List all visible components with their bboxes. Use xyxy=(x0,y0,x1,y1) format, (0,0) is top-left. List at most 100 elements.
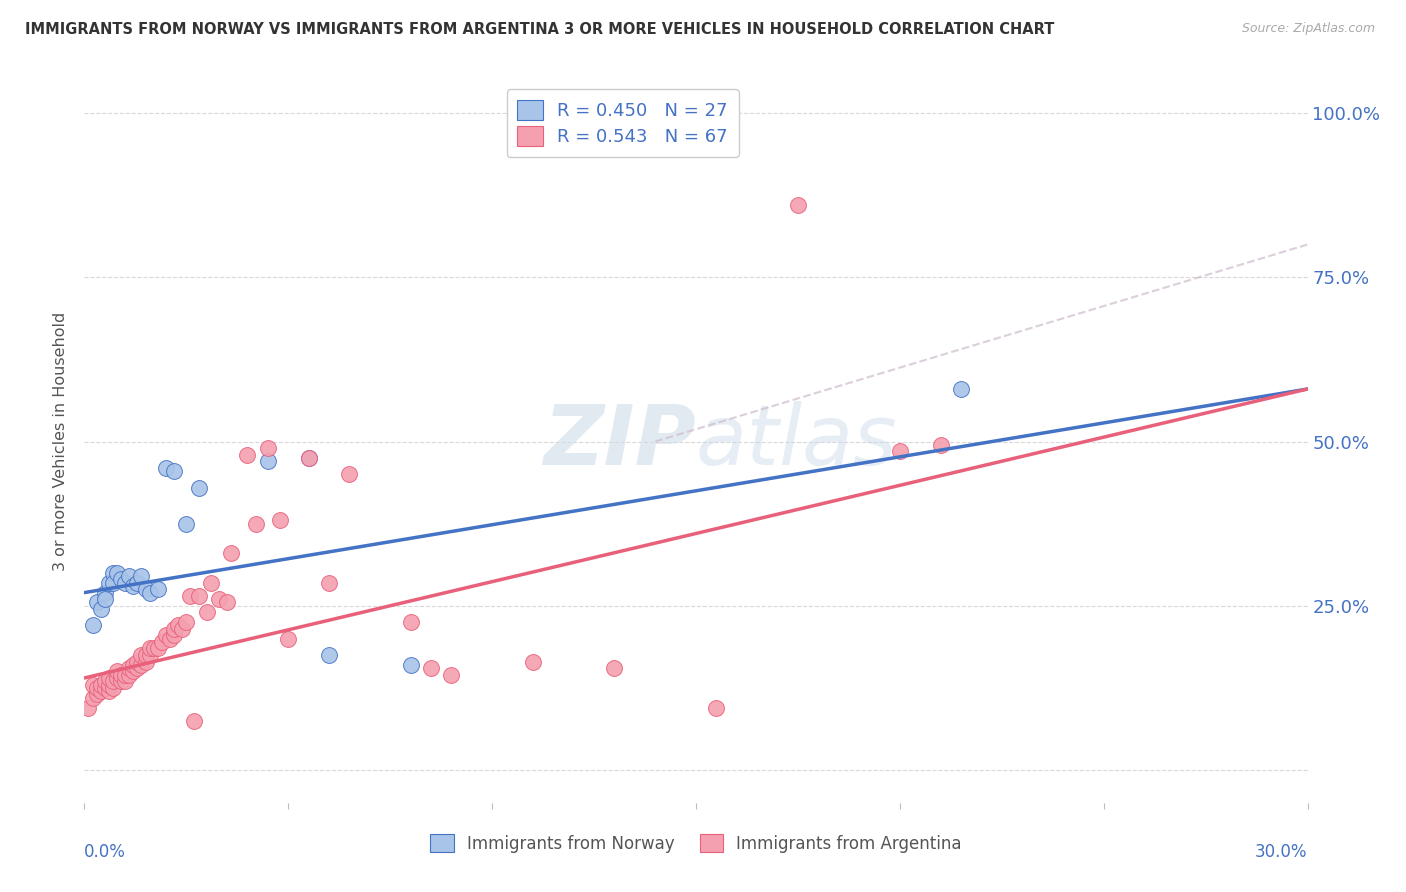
Point xyxy=(155,628,177,642)
Point xyxy=(101,575,124,590)
Point xyxy=(138,585,160,599)
Point xyxy=(522,655,544,669)
Point xyxy=(187,589,209,603)
Point xyxy=(787,198,810,212)
Point xyxy=(183,714,205,728)
Point xyxy=(142,641,165,656)
Point xyxy=(93,592,115,607)
Point xyxy=(163,464,186,478)
Point xyxy=(420,661,443,675)
Point xyxy=(236,448,259,462)
Point xyxy=(440,667,463,681)
Point xyxy=(269,513,291,527)
Point xyxy=(195,605,218,619)
Point xyxy=(167,618,190,632)
Point xyxy=(101,566,124,580)
Point xyxy=(150,635,173,649)
Point xyxy=(174,516,197,531)
Point xyxy=(110,674,132,689)
Point xyxy=(298,450,321,465)
Point xyxy=(257,454,280,468)
Point xyxy=(97,677,120,691)
Point xyxy=(122,657,145,672)
Point xyxy=(82,618,104,632)
Point xyxy=(318,648,340,662)
Point xyxy=(298,450,321,465)
Point xyxy=(889,444,911,458)
Point xyxy=(163,622,186,636)
Point xyxy=(105,671,128,685)
Legend: Immigrants from Norway, Immigrants from Argentina: Immigrants from Norway, Immigrants from … xyxy=(423,828,969,860)
Point xyxy=(929,438,952,452)
Point xyxy=(138,648,160,662)
Text: 0.0%: 0.0% xyxy=(84,843,127,861)
Point xyxy=(93,674,115,689)
Point xyxy=(603,661,626,675)
Point xyxy=(114,667,136,681)
Point xyxy=(127,655,149,669)
Text: ZIP: ZIP xyxy=(543,401,696,482)
Point xyxy=(187,481,209,495)
Point xyxy=(135,655,157,669)
Point xyxy=(131,657,153,672)
Point xyxy=(163,628,186,642)
Point xyxy=(131,648,153,662)
Y-axis label: 3 or more Vehicles in Household: 3 or more Vehicles in Household xyxy=(53,312,69,571)
Point xyxy=(318,575,340,590)
Point xyxy=(90,677,112,691)
Point xyxy=(146,641,169,656)
Point xyxy=(208,592,231,607)
Point xyxy=(101,681,124,695)
Text: atlas: atlas xyxy=(696,401,897,482)
Point xyxy=(174,615,197,630)
Point xyxy=(159,632,181,646)
Point xyxy=(131,569,153,583)
Text: IMMIGRANTS FROM NORWAY VS IMMIGRANTS FROM ARGENTINA 3 OR MORE VEHICLES IN HOUSEH: IMMIGRANTS FROM NORWAY VS IMMIGRANTS FRO… xyxy=(25,22,1054,37)
Point xyxy=(101,674,124,689)
Point xyxy=(118,569,141,583)
Point xyxy=(118,661,141,675)
Point xyxy=(200,575,222,590)
Point xyxy=(86,687,108,701)
Point xyxy=(706,700,728,714)
Point xyxy=(245,516,267,531)
Point xyxy=(105,665,128,679)
Point xyxy=(110,573,132,587)
Point xyxy=(138,641,160,656)
Point xyxy=(122,579,145,593)
Point xyxy=(90,684,112,698)
Point xyxy=(86,681,108,695)
Text: 30.0%: 30.0% xyxy=(1256,843,1308,861)
Point xyxy=(97,684,120,698)
Point xyxy=(127,661,149,675)
Point xyxy=(77,700,100,714)
Point xyxy=(950,382,973,396)
Point xyxy=(105,566,128,580)
Point xyxy=(110,667,132,681)
Point xyxy=(86,595,108,609)
Point xyxy=(97,671,120,685)
Point xyxy=(399,615,422,630)
Point xyxy=(90,602,112,616)
Point xyxy=(277,632,299,646)
Point xyxy=(135,648,157,662)
Point xyxy=(219,546,242,560)
Point xyxy=(146,582,169,597)
Point xyxy=(339,467,361,482)
Point xyxy=(114,575,136,590)
Point xyxy=(257,441,280,455)
Point xyxy=(93,585,115,599)
Point xyxy=(114,674,136,689)
Point xyxy=(82,690,104,705)
Point xyxy=(127,575,149,590)
Text: Source: ZipAtlas.com: Source: ZipAtlas.com xyxy=(1241,22,1375,36)
Point xyxy=(93,681,115,695)
Point xyxy=(122,665,145,679)
Point xyxy=(82,677,104,691)
Point xyxy=(155,460,177,475)
Point xyxy=(97,575,120,590)
Point xyxy=(399,657,422,672)
Point xyxy=(172,622,194,636)
Point xyxy=(118,667,141,681)
Point xyxy=(135,582,157,597)
